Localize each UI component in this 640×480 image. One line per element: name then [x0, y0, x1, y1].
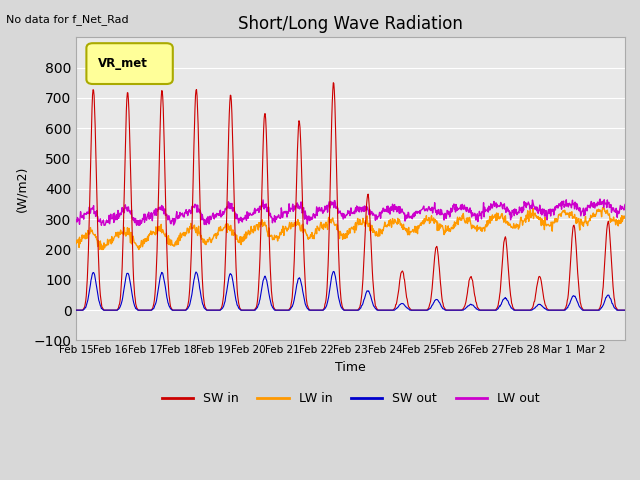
- Legend: SW in, LW in, SW out, LW out: SW in, LW in, SW out, LW out: [157, 387, 545, 410]
- Text: No data for f_Net_Rad: No data for f_Net_Rad: [6, 14, 129, 25]
- Text: VR_met: VR_met: [98, 57, 148, 71]
- X-axis label: Time: Time: [335, 361, 366, 374]
- Title: Short/Long Wave Radiation: Short/Long Wave Radiation: [238, 15, 463, 33]
- Y-axis label: (W/m2): (W/m2): [15, 166, 28, 212]
